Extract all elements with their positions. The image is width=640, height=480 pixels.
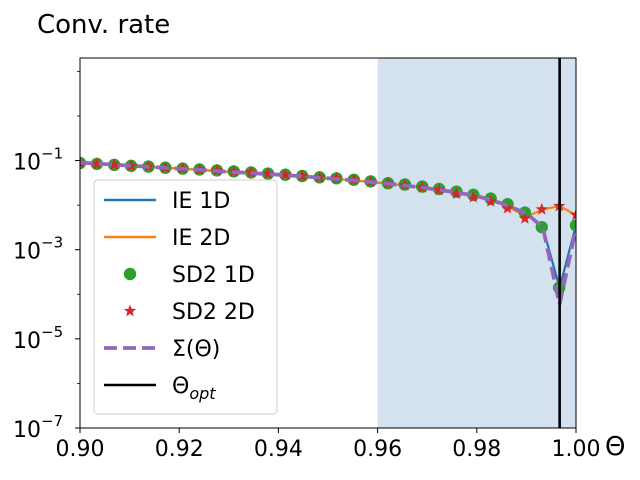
legend-label-sigma: Σ(Θ) bbox=[172, 337, 220, 362]
legend-label-sd2d: SD2 2D bbox=[172, 300, 255, 325]
x-tick-label: 0.96 bbox=[353, 437, 402, 462]
legend-swatch-sd1d bbox=[123, 267, 137, 281]
y-tick-label: 10−3 bbox=[13, 234, 63, 265]
legend: IE 1D IE 2D SD2 1D SD2 2D Σ(Θ) Θopt bbox=[93, 179, 278, 415]
point-sd2-2d bbox=[296, 169, 309, 182]
point-sd2-2d bbox=[535, 202, 548, 215]
y-tick-label: 10−7 bbox=[13, 412, 63, 443]
point-sd2-2d bbox=[124, 159, 138, 172]
point-sd2-2d bbox=[484, 195, 497, 207]
point-sd2-2d bbox=[432, 183, 446, 196]
point-sd2-2d bbox=[501, 201, 514, 214]
legend-swatch-sd2d bbox=[123, 304, 137, 317]
shaded-region bbox=[377, 58, 576, 428]
x-tick-label: 0.90 bbox=[56, 437, 105, 462]
x-axis-label: Θ bbox=[605, 432, 625, 462]
chart-title: Conv. rate bbox=[37, 10, 170, 40]
plot-area: 0.90 0.92 0.94 0.96 0.98 1.00 10−1 10−3 10−5 10−7 bbox=[13, 57, 601, 462]
x-tick-label: 0.98 bbox=[452, 437, 501, 462]
x-tick-label: 1.00 bbox=[552, 437, 601, 462]
point-sd2-2d bbox=[518, 212, 532, 224]
x-tick-label: 0.94 bbox=[254, 437, 303, 462]
legend-label-sd1d: SD2 1D bbox=[172, 263, 255, 288]
legend-label-ie1d: IE 1D bbox=[172, 189, 230, 214]
series-line-sigma bbox=[80, 160, 576, 305]
point-sd2-2d bbox=[569, 208, 576, 221]
x-tick-label: 0.92 bbox=[155, 437, 204, 462]
series-group bbox=[80, 156, 576, 305]
point-sd2-2d bbox=[90, 157, 103, 170]
legend-label-opt: Θopt bbox=[172, 374, 216, 403]
point-sd2-2d bbox=[467, 190, 480, 203]
y-tick-label: 10−5 bbox=[13, 323, 63, 354]
legend-label-ie2d: IE 2D bbox=[172, 226, 230, 251]
point-sd2-2d bbox=[261, 167, 275, 179]
point-sd2-2d bbox=[108, 158, 121, 171]
y-tick-label: 10−1 bbox=[13, 145, 63, 176]
legend-box bbox=[93, 179, 278, 415]
point-sd2-2d bbox=[279, 168, 292, 180]
axes-frame bbox=[79, 57, 577, 429]
point-sd2-2d bbox=[450, 187, 463, 199]
